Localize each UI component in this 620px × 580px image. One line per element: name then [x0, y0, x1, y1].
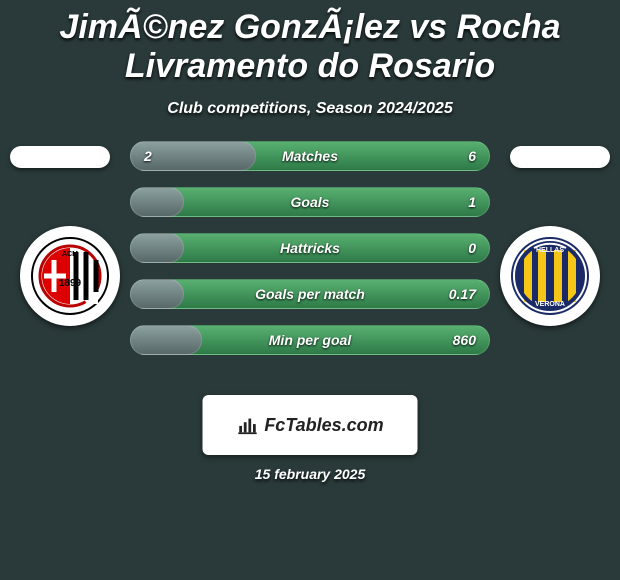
subtitle: Club competitions, Season 2024/2025	[0, 100, 620, 118]
stat-label: Min per goal	[130, 325, 490, 355]
stat-value-right: 6	[468, 141, 476, 171]
svg-text:HELLAS: HELLAS	[536, 247, 564, 254]
acmilan-crest-icon: 1899 ACM	[30, 236, 110, 316]
barchart-icon	[236, 414, 258, 436]
stat-bar: Goals1	[130, 187, 490, 217]
stat-bar: Goals per match0.17	[130, 279, 490, 309]
stat-value-left: 2	[144, 141, 152, 171]
svg-text:VERONA: VERONA	[535, 301, 565, 308]
svg-text:1899: 1899	[59, 278, 82, 289]
stat-value-right: 0.17	[449, 279, 476, 309]
svg-text:ACM: ACM	[62, 251, 78, 258]
stat-value-right: 0	[468, 233, 476, 263]
club-logo-right: HELLAS VERONA	[500, 226, 600, 326]
stat-value-right: 860	[453, 325, 476, 355]
nationality-pill-left	[10, 146, 110, 168]
stat-label: Goals per match	[130, 279, 490, 309]
hellasverona-crest-icon: HELLAS VERONA	[510, 236, 590, 316]
page-title: JimÃ©nez GonzÃ¡lez vs Rocha Livramento d…	[0, 0, 620, 86]
stat-bar: Hattricks0	[130, 233, 490, 263]
footer-card: FcTables.com	[203, 395, 418, 455]
stat-value-right: 1	[468, 187, 476, 217]
stat-label: Hattricks	[130, 233, 490, 263]
date-text: 15 february 2025	[0, 466, 620, 482]
stat-label: Matches	[130, 141, 490, 171]
club-logo-left: 1899 ACM	[20, 226, 120, 326]
nationality-pill-right	[510, 146, 610, 168]
footer-text: FcTables.com	[264, 415, 383, 436]
stat-bar: Min per goal860	[130, 325, 490, 355]
stat-bars: Matches2 6 Goals1 Hattricks0 Goals per match…	[130, 141, 490, 371]
stat-label: Goals	[130, 187, 490, 217]
stat-bar: Matches2 6	[130, 141, 490, 171]
